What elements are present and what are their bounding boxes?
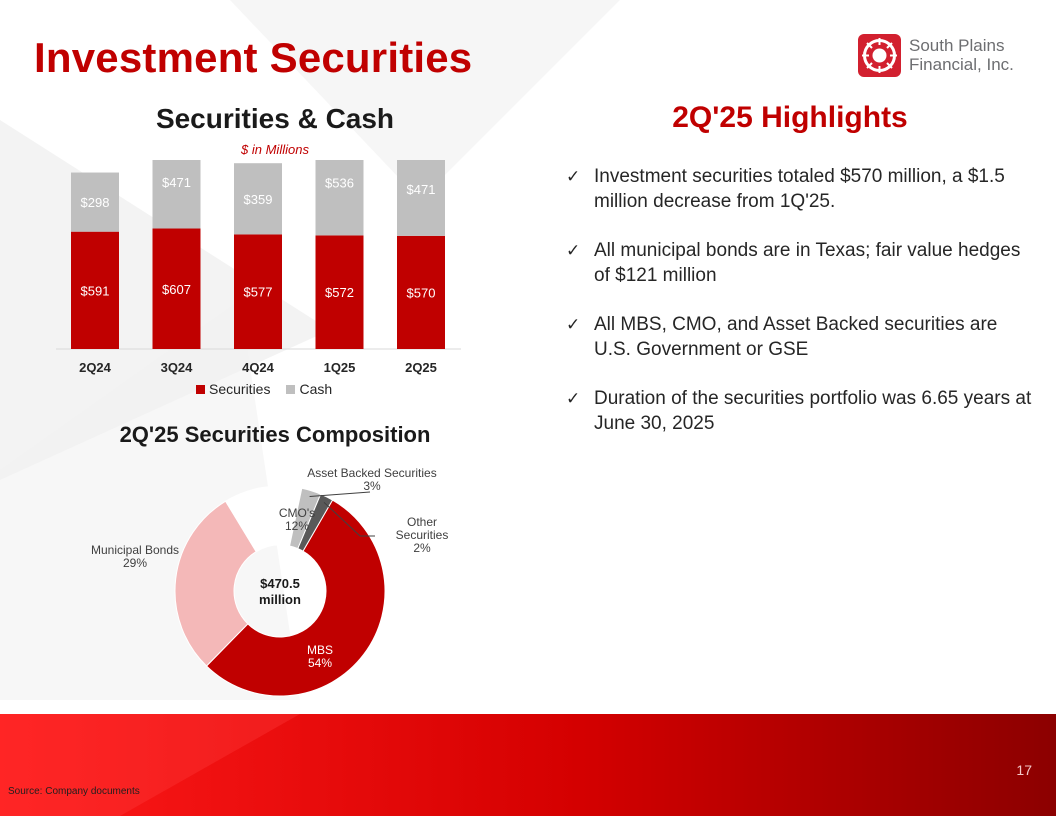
highlight-item: ✓ All MBS, CMO, and Asset Backed securit…	[566, 312, 1036, 362]
slice-municipal-bonds	[174, 500, 257, 667]
data-label: $570	[407, 285, 436, 300]
legend-label-securities: Securities	[209, 381, 271, 397]
bar-securities-2Q25	[397, 235, 445, 349]
bar-securities-2Q24	[71, 231, 119, 349]
data-label: $298	[81, 195, 110, 210]
check-icon: ✓	[566, 315, 581, 334]
slice-label-municipal-bonds: Municipal Bonds	[91, 543, 179, 557]
leader-line-asset-backed	[309, 491, 371, 498]
donut-center-label: million	[259, 592, 301, 607]
composition-chart-title: 2Q'25 Securities Composition	[119, 422, 431, 447]
page-title: Investment Securities	[34, 34, 473, 81]
highlight-item: ✓ Investment securities totaled $570 mil…	[566, 164, 1036, 214]
x-tick-label: 2Q25	[405, 360, 437, 375]
highlight-text: Investment securities totaled $570 milli…	[594, 166, 1005, 212]
slice-label-other-securities: 2%	[413, 541, 431, 555]
slice-other-securities	[297, 493, 334, 552]
highlight-item: ✓ All municipal bonds are in Texas; fair…	[566, 238, 1036, 288]
bar-cash-4Q24	[234, 163, 282, 235]
bar-securities-1Q25	[315, 235, 364, 349]
highlights-title: 2Q'25 Highlights	[672, 101, 908, 134]
data-label: $471	[162, 175, 191, 190]
logo-text: South Plains Financial, Inc.	[909, 36, 1014, 74]
slice-label-mbs: 54%	[308, 656, 332, 670]
data-label: $536	[325, 175, 354, 190]
data-label: $471	[407, 182, 436, 197]
slice-label-mbs: MBS	[307, 643, 333, 657]
highlights-list: ✓ Investment securities totaled $570 mil…	[566, 164, 1036, 460]
securities-cash-chart-subtitle: $ in Millions	[241, 142, 309, 157]
check-icon: ✓	[566, 241, 581, 260]
data-label: $359	[244, 192, 273, 207]
check-icon: ✓	[566, 167, 581, 186]
bar-cash-2Q25	[397, 160, 445, 236]
bar-securities-3Q24	[152, 228, 201, 349]
leader-line-other	[323, 501, 375, 537]
slice-label-asset-backed: Asset Backed Securities	[307, 466, 436, 480]
slice-label-cmos: CMO's	[279, 506, 315, 520]
legend-swatch-securities	[196, 384, 205, 394]
company-logo: South Plains Financial, Inc.	[858, 34, 1028, 78]
bar-securities-4Q24	[234, 234, 282, 349]
source-note: Source: Company documents	[8, 786, 140, 797]
highlight-text: Duration of the securities portfolio was…	[594, 388, 1032, 434]
x-tick-label: 2Q24	[79, 360, 112, 375]
data-label: $572	[325, 285, 354, 300]
logo-mark-icon	[858, 34, 901, 77]
highlight-item: ✓ Duration of the securities portfolio w…	[566, 386, 1036, 436]
bar-chart-legend: Securities Cash	[196, 381, 332, 397]
securities-cash-bar-chart: $591 $298 2Q24 $607 $471 3Q24 $577 $359 4Q24 $572…	[56, 160, 461, 375]
slice-label-other-securities: Securities	[396, 528, 449, 542]
donut-center-label: $470.5	[260, 576, 300, 591]
slice-label-municipal-bonds: 29%	[123, 556, 147, 570]
slice-mbs	[205, 499, 386, 697]
securities-cash-chart-title: Securities & Cash	[155, 103, 395, 134]
x-tick-label: 3Q24	[161, 360, 194, 375]
slice-label-other-securities: Other	[407, 515, 437, 529]
highlight-text: All MBS, CMO, and Asset Backed securitie…	[594, 314, 998, 360]
bar-cash-3Q24	[152, 160, 201, 229]
data-label: $591	[81, 283, 110, 298]
highlight-text: All municipal bonds are in Texas; fair v…	[594, 240, 1021, 286]
slice-label-asset-backed: 3%	[363, 479, 381, 493]
data-label: $607	[162, 282, 191, 297]
bar-cash-1Q25	[315, 160, 364, 236]
check-icon: ✓	[566, 389, 581, 408]
data-label: $577	[244, 285, 273, 300]
slice-label-cmos: 12%	[285, 519, 309, 533]
legend-label-cash: Cash	[299, 381, 333, 397]
bar-cash-2Q24	[71, 172, 119, 232]
x-tick-label: 1Q25	[324, 360, 356, 375]
legend-swatch-cash	[286, 384, 296, 394]
page-number: 17	[1016, 762, 1032, 778]
x-tick-label: 4Q24	[242, 360, 275, 375]
